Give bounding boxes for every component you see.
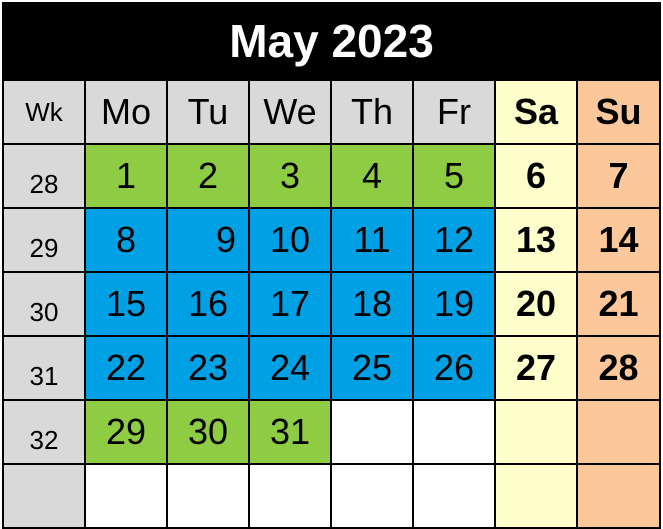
day-cell: 29	[86, 401, 168, 465]
saturday-cell: 13	[496, 209, 578, 273]
sunday-cell-empty	[578, 401, 661, 465]
header-sunday: Su	[578, 81, 661, 145]
saturday-cell: 27	[496, 337, 578, 401]
saturday-cell: 6	[496, 145, 578, 209]
week-number: 30	[4, 273, 86, 337]
day-cell: 23	[168, 337, 250, 401]
day-cell: 10	[250, 209, 332, 273]
day-cell: 12	[414, 209, 496, 273]
day-cell: 31	[250, 401, 332, 465]
week-number: 32	[4, 401, 86, 465]
day-cell-empty	[332, 465, 414, 529]
day-cell: 15	[86, 273, 168, 337]
day-cell: 4	[332, 145, 414, 209]
header-saturday: Sa	[496, 81, 578, 145]
day-cell: 25	[332, 337, 414, 401]
day-cell: 9	[168, 209, 250, 273]
sunday-cell: 7	[578, 145, 661, 209]
header-tuesday: Tu	[168, 81, 250, 145]
day-cell: 1	[86, 145, 168, 209]
day-cell: 19	[414, 273, 496, 337]
header-friday: Fr	[414, 81, 496, 145]
sunday-cell-empty	[578, 465, 661, 529]
saturday-cell-empty	[496, 465, 578, 529]
day-cell-empty	[414, 465, 496, 529]
day-cell: 11	[332, 209, 414, 273]
day-cell: 30	[168, 401, 250, 465]
week-number: 28	[4, 145, 86, 209]
header-week: Wk	[4, 81, 86, 145]
week-number: 29	[4, 209, 86, 273]
day-cell-empty	[250, 465, 332, 529]
day-cell: 3	[250, 145, 332, 209]
day-cell: 26	[414, 337, 496, 401]
day-cell: 17	[250, 273, 332, 337]
day-cell: 18	[332, 273, 414, 337]
saturday-cell-empty	[496, 401, 578, 465]
day-cell: 24	[250, 337, 332, 401]
day-cell-empty	[414, 401, 496, 465]
day-cell-empty	[86, 465, 168, 529]
day-cell: 22	[86, 337, 168, 401]
saturday-cell: 20	[496, 273, 578, 337]
month-title: May 2023	[2, 2, 661, 79]
sunday-cell: 21	[578, 273, 661, 337]
day-cell: 2	[168, 145, 250, 209]
week-number-empty	[4, 465, 86, 529]
header-wednesday: We	[250, 81, 332, 145]
sunday-cell: 28	[578, 337, 661, 401]
sunday-cell: 14	[578, 209, 661, 273]
header-monday: Mo	[86, 81, 168, 145]
day-cell: 5	[414, 145, 496, 209]
calendar-grid: Wk Mo Tu We Th Fr Sa Su 28 1 2 3 4 5 6 7…	[2, 79, 661, 529]
day-cell: 8	[86, 209, 168, 273]
day-cell-empty	[168, 465, 250, 529]
header-thursday: Th	[332, 81, 414, 145]
day-cell: 16	[168, 273, 250, 337]
day-cell-empty	[332, 401, 414, 465]
week-number: 31	[4, 337, 86, 401]
